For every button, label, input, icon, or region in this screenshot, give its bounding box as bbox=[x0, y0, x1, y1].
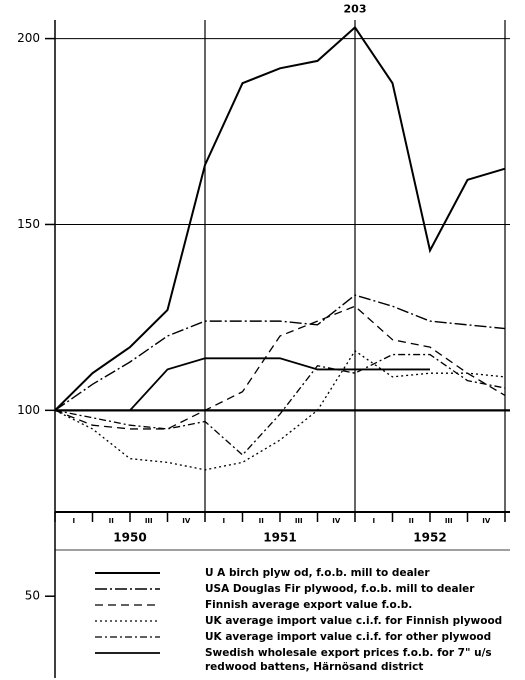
year-label: 1952 bbox=[413, 531, 446, 545]
legend-swatch bbox=[95, 652, 160, 654]
quarter-label: III bbox=[445, 517, 453, 525]
legend-label: Finnish average export value f.o.b. bbox=[205, 599, 413, 611]
quarter-label: II bbox=[109, 517, 114, 525]
legend-label: UK average import value c.i.f. for Finni… bbox=[205, 615, 503, 627]
legend-swatch bbox=[95, 604, 160, 606]
quarter-label: III bbox=[295, 517, 303, 525]
quarter-label: I bbox=[222, 517, 225, 525]
y-tick-label: 100 bbox=[17, 403, 40, 417]
year-label: 1951 bbox=[263, 531, 296, 545]
quarter-label: II bbox=[409, 517, 414, 525]
legend: U A birch plyw od, f.o.b. mill to dealer… bbox=[95, 566, 515, 676]
y-tick-label: 200 bbox=[17, 31, 40, 45]
series-line bbox=[54, 294, 506, 411]
quarter-label: IV bbox=[332, 517, 341, 525]
legend-item: USA Douglas Fir plywood, f.o.b. mill to … bbox=[95, 582, 515, 596]
y-tick-label: 50 bbox=[25, 589, 40, 603]
quarter-label: I bbox=[372, 517, 375, 525]
series-line bbox=[55, 357, 430, 412]
quarter-label: II bbox=[259, 517, 264, 525]
legend-swatch bbox=[95, 636, 160, 638]
legend-label: U A birch plyw od, f.o.b. mill to dealer bbox=[205, 567, 430, 579]
y-tick-label: 150 bbox=[17, 217, 40, 231]
series-line bbox=[54, 353, 506, 456]
legend-label: UK average import value c.i.f. for other… bbox=[205, 631, 492, 643]
series-line bbox=[54, 305, 506, 430]
quarter-label: IV bbox=[182, 517, 191, 525]
legend-item: Finnish average export value f.o.b. bbox=[95, 598, 515, 612]
annotation: 203 bbox=[344, 2, 367, 15]
legend-swatch bbox=[95, 572, 160, 574]
quarter-label: IV bbox=[482, 517, 491, 525]
legend-label: USA Douglas Fir plywood, f.o.b. mill to … bbox=[205, 583, 475, 595]
legend-label: Swedish wholesale export prices f.o.b. f… bbox=[205, 647, 492, 673]
legend-swatch bbox=[95, 588, 160, 590]
series-line bbox=[54, 25, 506, 412]
legend-item: Swedish wholesale export prices f.o.b. f… bbox=[95, 646, 515, 674]
legend-item: U A birch plyw od, f.o.b. mill to dealer bbox=[95, 566, 515, 580]
year-label: 1950 bbox=[113, 531, 146, 545]
legend-item: UK average import value c.i.f. for Finni… bbox=[95, 614, 515, 628]
quarter-label: I bbox=[72, 517, 75, 525]
legend-swatch bbox=[95, 620, 160, 622]
legend-item: UK average import value c.i.f. for other… bbox=[95, 630, 515, 644]
quarter-label: III bbox=[145, 517, 153, 525]
